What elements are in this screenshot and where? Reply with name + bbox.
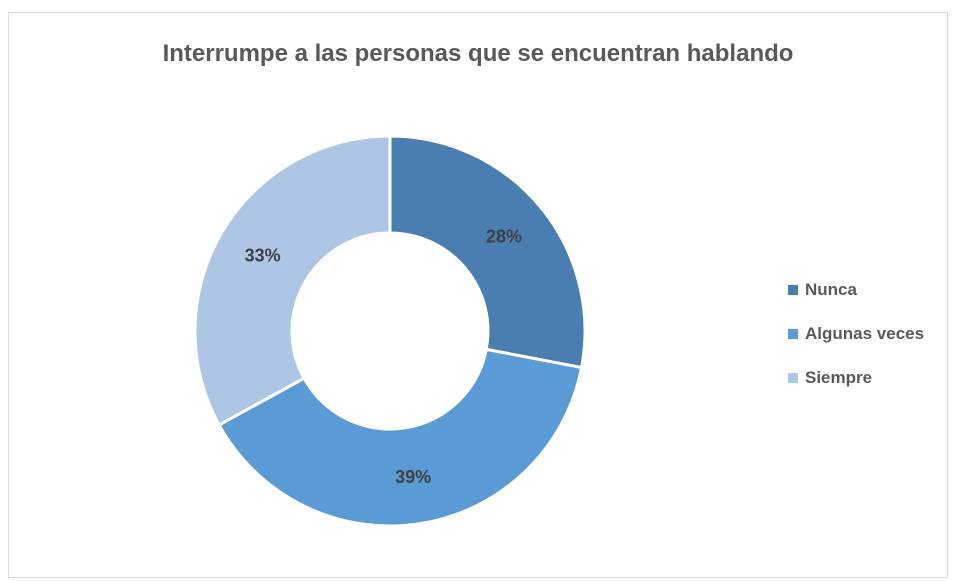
legend-item-nunca: Nunca [788,268,924,312]
legend-swatch-siempre [788,373,798,383]
legend-label-nunca: Nunca [805,280,857,299]
data-label-algunas-veces: 39% [395,467,431,487]
legend-label-siempre: Siempre [805,368,873,387]
legend-item-algunas-veces: Algunas veces [788,312,924,356]
legend-swatch-nunca [788,285,798,295]
donut-slice-siempre [193,134,392,427]
donut-slice-nunca [388,134,587,370]
legend-item-siempre: Siempre [788,356,924,400]
donut-slice-algunas-veces [217,347,584,528]
data-label-siempre: 33% [245,246,281,266]
chart-title: Interrumpe a las personas que se encuent… [162,40,794,67]
legend-label-algunas-veces: Algunas veces [805,324,925,343]
legend-swatch-algunas-veces [788,329,798,339]
legend: Nunca Algunas veces Siempre [788,268,924,400]
data-label-nunca: 28% [486,227,522,247]
